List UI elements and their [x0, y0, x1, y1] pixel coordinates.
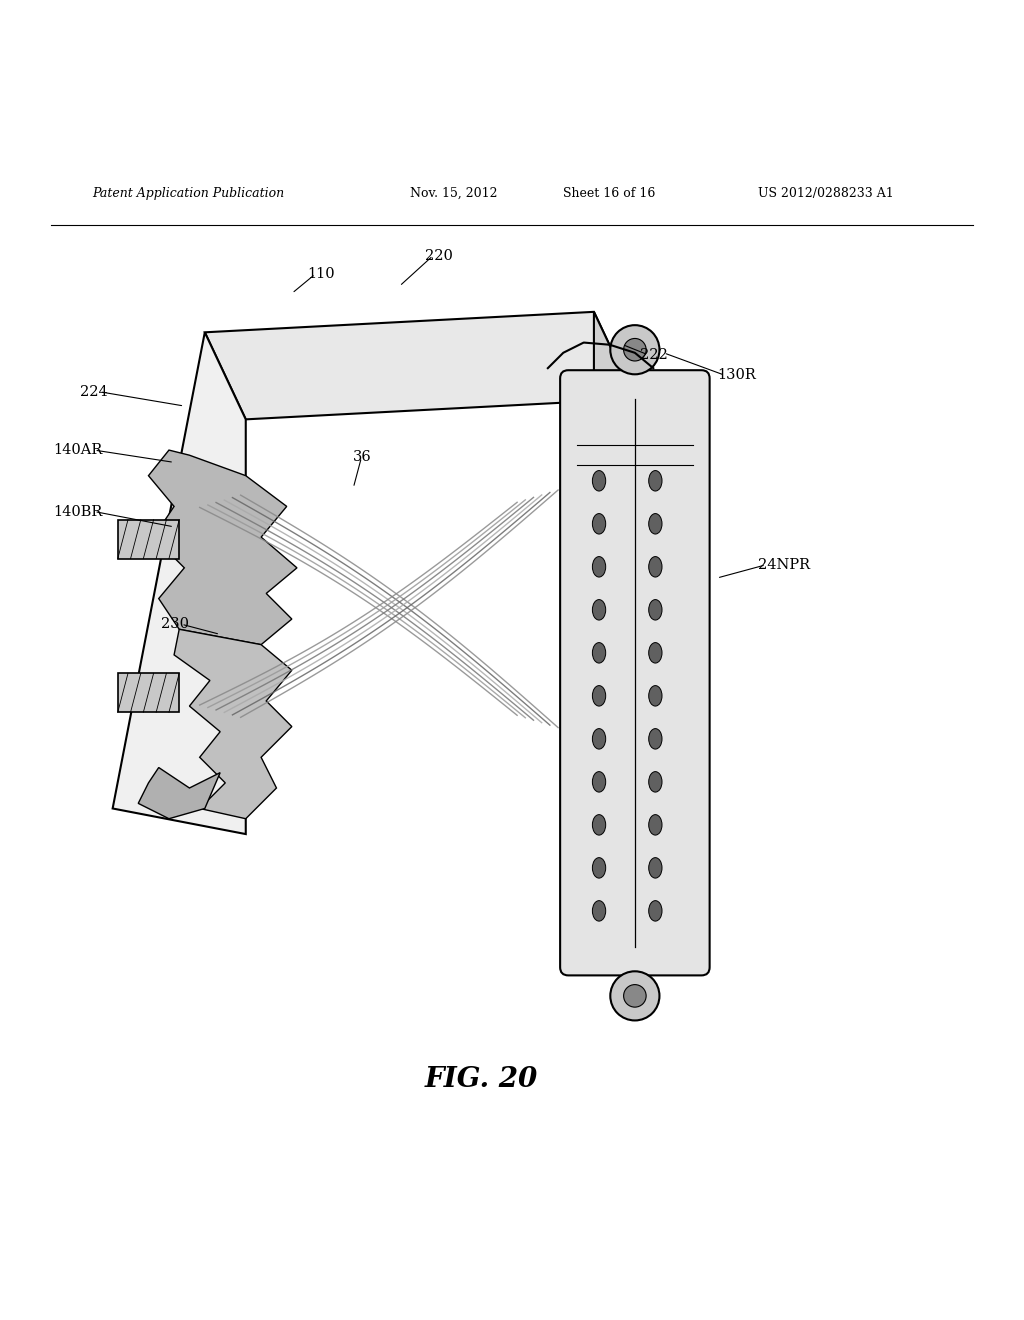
Ellipse shape [593, 814, 606, 836]
Text: 140AR: 140AR [53, 444, 102, 457]
Ellipse shape [593, 685, 606, 706]
Text: 36: 36 [353, 450, 372, 465]
Text: 110: 110 [307, 267, 335, 281]
Ellipse shape [593, 900, 606, 921]
Ellipse shape [649, 557, 663, 577]
Text: 130R: 130R [717, 368, 756, 383]
Ellipse shape [593, 772, 606, 792]
Polygon shape [138, 767, 220, 818]
Ellipse shape [593, 557, 606, 577]
Polygon shape [205, 312, 635, 420]
Ellipse shape [593, 470, 606, 491]
Ellipse shape [593, 858, 606, 878]
Ellipse shape [649, 599, 663, 620]
Circle shape [624, 985, 646, 1007]
Circle shape [610, 972, 659, 1020]
Ellipse shape [649, 900, 663, 921]
Text: 220: 220 [425, 248, 453, 263]
Text: Sheet 16 of 16: Sheet 16 of 16 [563, 187, 655, 199]
Text: 222: 222 [640, 348, 668, 362]
Polygon shape [148, 450, 297, 644]
Text: 224: 224 [80, 384, 108, 399]
Ellipse shape [593, 729, 606, 748]
Text: 140BR: 140BR [53, 504, 102, 519]
FancyBboxPatch shape [560, 370, 710, 975]
Polygon shape [174, 630, 292, 818]
Ellipse shape [649, 858, 663, 878]
Ellipse shape [649, 814, 663, 836]
Text: 230: 230 [162, 618, 189, 631]
Polygon shape [118, 520, 179, 558]
Ellipse shape [649, 729, 663, 748]
Ellipse shape [649, 470, 663, 491]
Ellipse shape [649, 772, 663, 792]
Text: 24NPR: 24NPR [758, 558, 810, 572]
Ellipse shape [649, 643, 663, 663]
Text: Nov. 15, 2012: Nov. 15, 2012 [410, 187, 497, 199]
Circle shape [624, 338, 646, 360]
Text: US 2012/0288233 A1: US 2012/0288233 A1 [758, 187, 894, 199]
Ellipse shape [593, 513, 606, 535]
Ellipse shape [593, 643, 606, 663]
Ellipse shape [649, 513, 663, 535]
Polygon shape [594, 312, 635, 932]
Polygon shape [118, 673, 179, 713]
Polygon shape [113, 333, 246, 834]
Ellipse shape [593, 599, 606, 620]
Circle shape [610, 325, 659, 375]
Text: Patent Application Publication: Patent Application Publication [92, 187, 285, 199]
Ellipse shape [649, 685, 663, 706]
Text: FIG. 20: FIG. 20 [425, 1067, 538, 1093]
